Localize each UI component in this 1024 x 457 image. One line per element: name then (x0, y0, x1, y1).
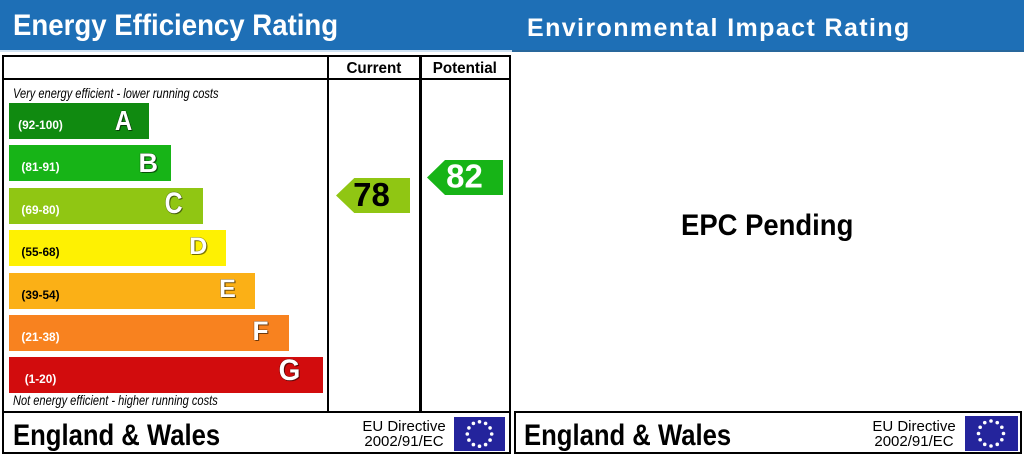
svg-text:82: 82 (446, 160, 483, 195)
svg-text:78: 78 (353, 178, 390, 213)
